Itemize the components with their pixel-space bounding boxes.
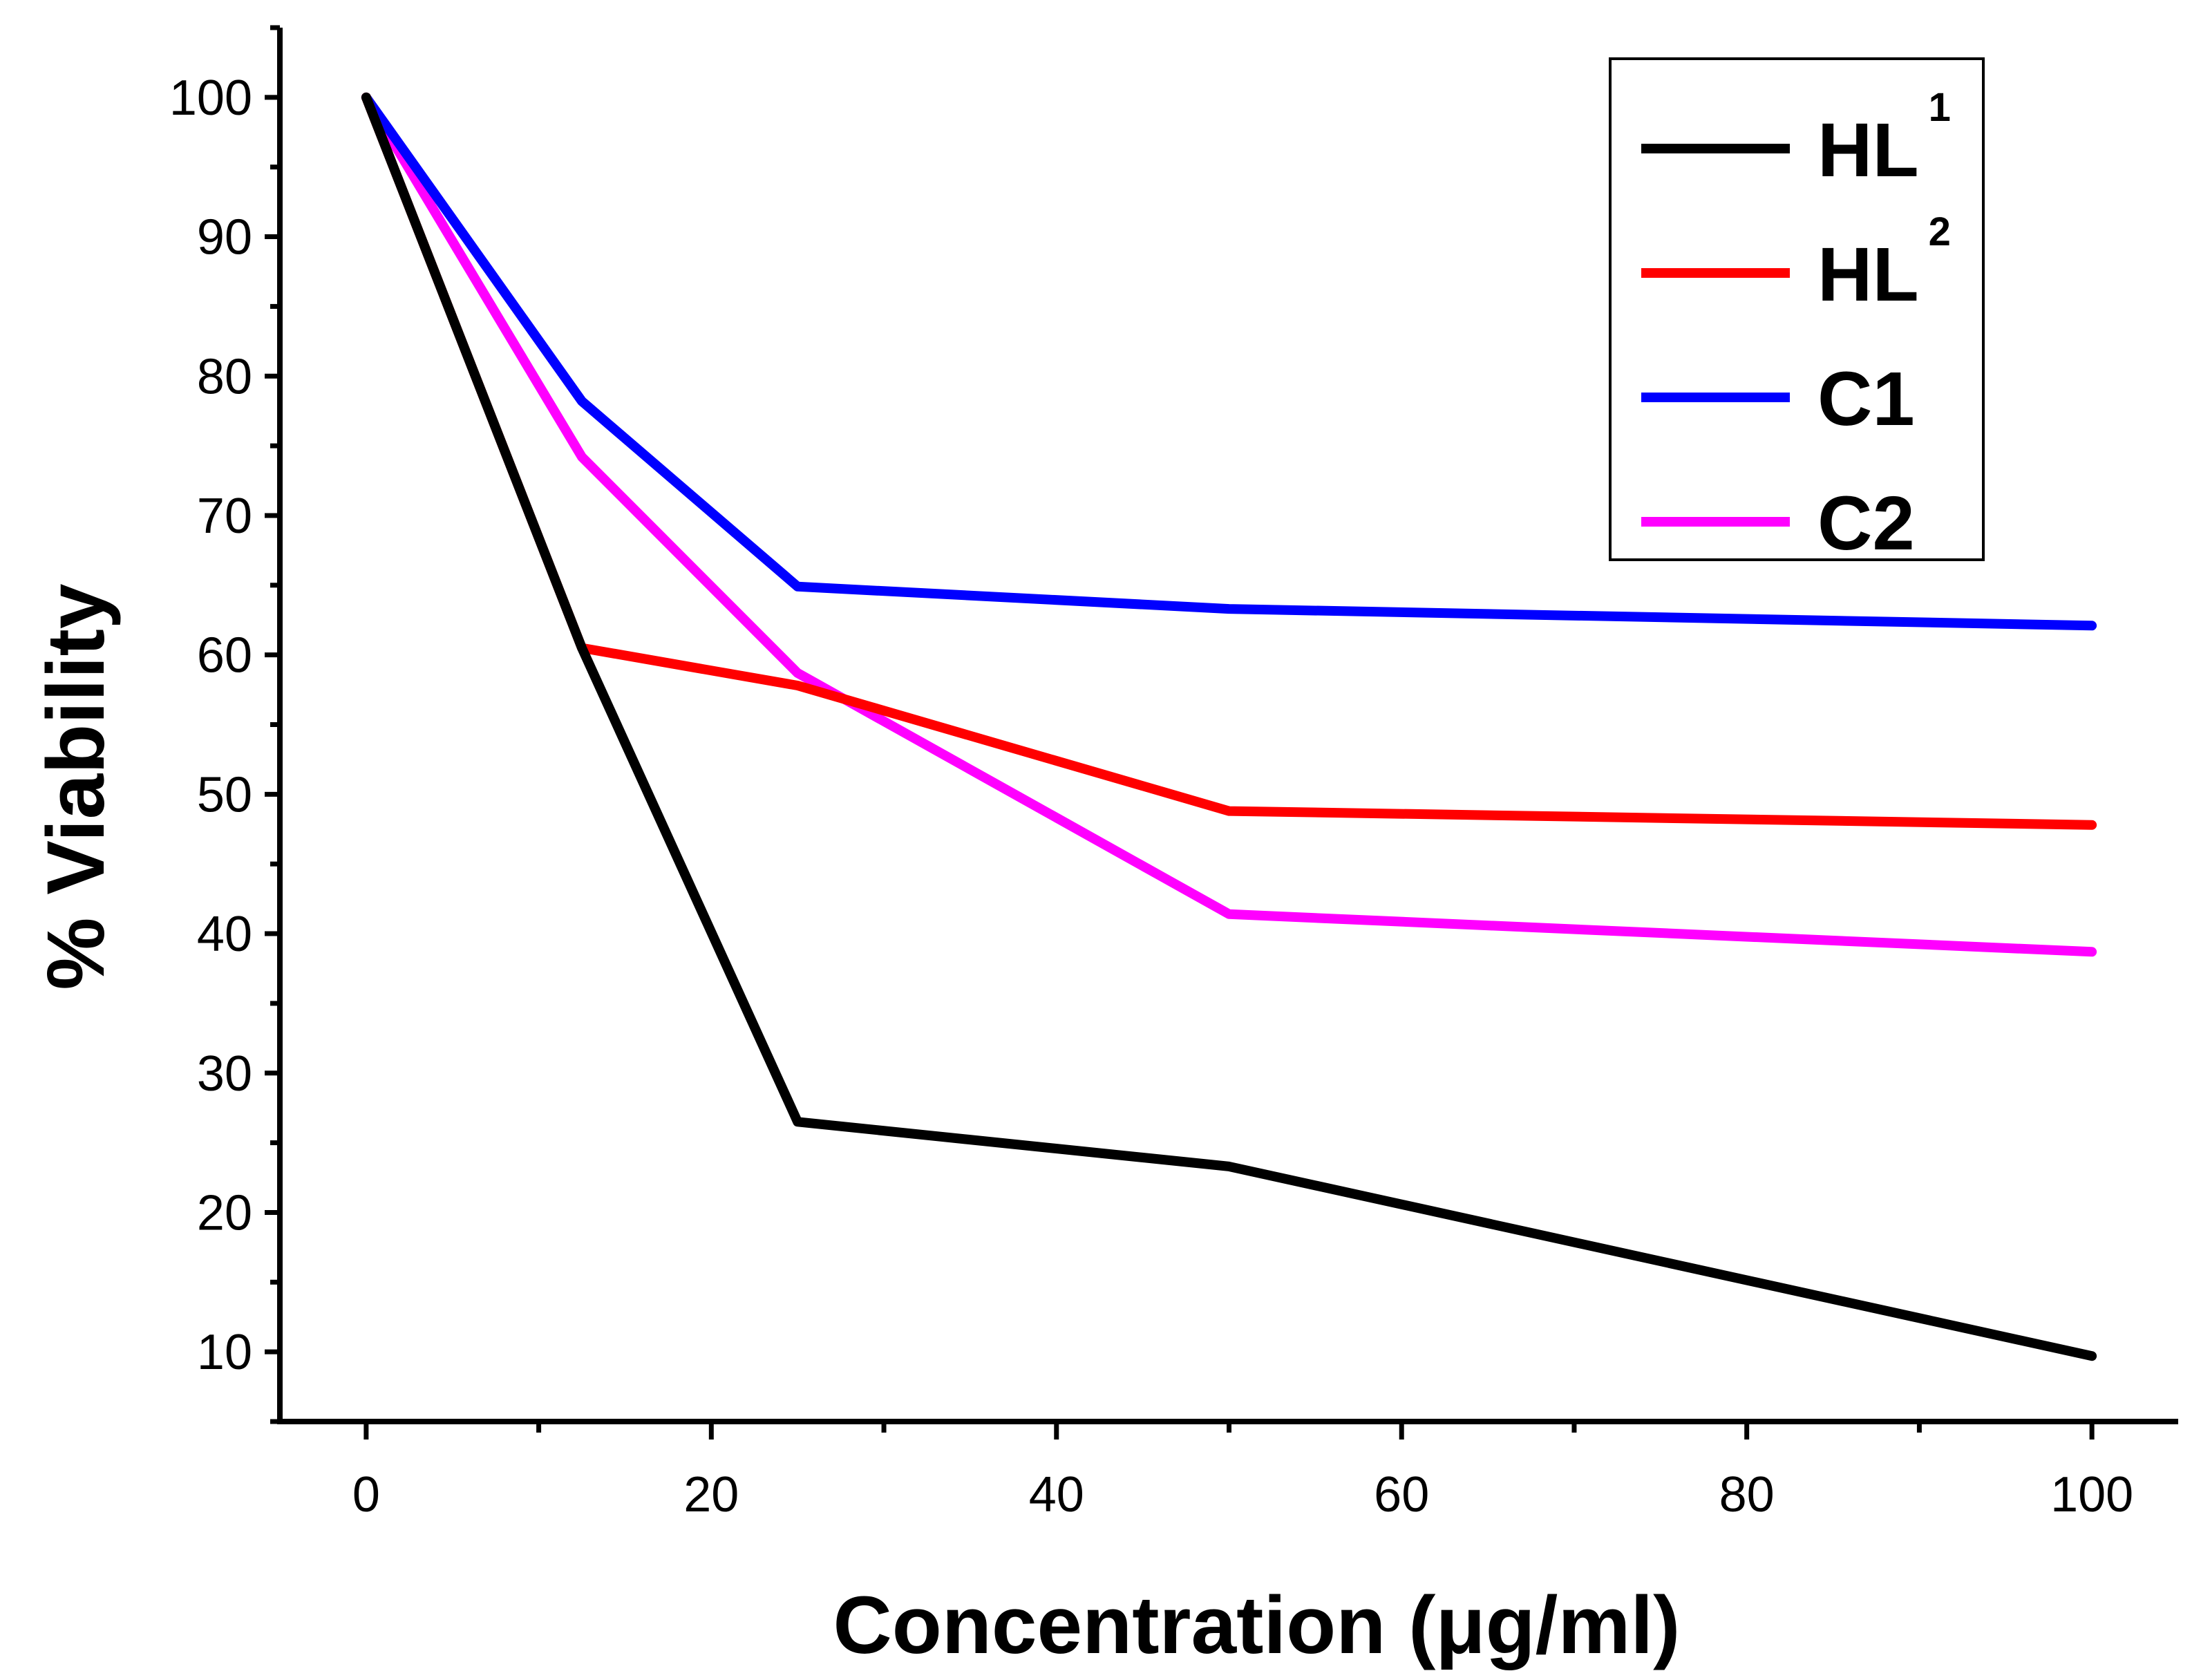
legend-label: C2: [1817, 481, 1915, 566]
y-axis-title: % Viability: [30, 583, 122, 990]
x-tick-label: 20: [683, 1467, 739, 1522]
axes: [277, 28, 2178, 1424]
legend-label-superscript: 2: [1929, 209, 1951, 254]
y-tick-label: 90: [197, 210, 252, 265]
y-tick-label: 40: [197, 907, 252, 962]
legend-box: [1609, 57, 1985, 561]
x-tick-label: 100: [2050, 1467, 2133, 1522]
y-tick-label: 100: [169, 70, 252, 126]
series-line-c1: [361, 92, 2097, 631]
y-tick-label: 30: [197, 1046, 252, 1102]
x-axis-title: Concentration (μg/ml): [833, 1580, 1681, 1671]
legend-label-superscript: 1: [1929, 85, 1951, 130]
x-tick-label: 0: [352, 1467, 380, 1522]
x-tick-label: 60: [1374, 1467, 1429, 1522]
legend-label: HL: [1817, 108, 1919, 193]
legend-label: HL: [1817, 232, 1919, 317]
legend-label: C1: [1817, 357, 1915, 442]
y-tick-label: 60: [197, 628, 252, 683]
y-tick-label: 50: [197, 767, 252, 822]
y-tick-label: 20: [197, 1185, 252, 1240]
x-tick-label: 80: [1719, 1467, 1775, 1522]
x-tick-label: 40: [1029, 1467, 1084, 1522]
y-tick-label: 70: [197, 489, 252, 544]
y-tick-label: 10: [197, 1325, 252, 1380]
series-line-c2: [361, 92, 2097, 957]
tick-labels: 10 20 30 40 50 60 70 80 90 100 0 20 40 60 80 100: [169, 70, 2133, 1522]
series-layer: [361, 92, 2097, 1361]
y-tick-label: 80: [197, 349, 252, 404]
series-line-hl1: [361, 92, 2097, 1361]
